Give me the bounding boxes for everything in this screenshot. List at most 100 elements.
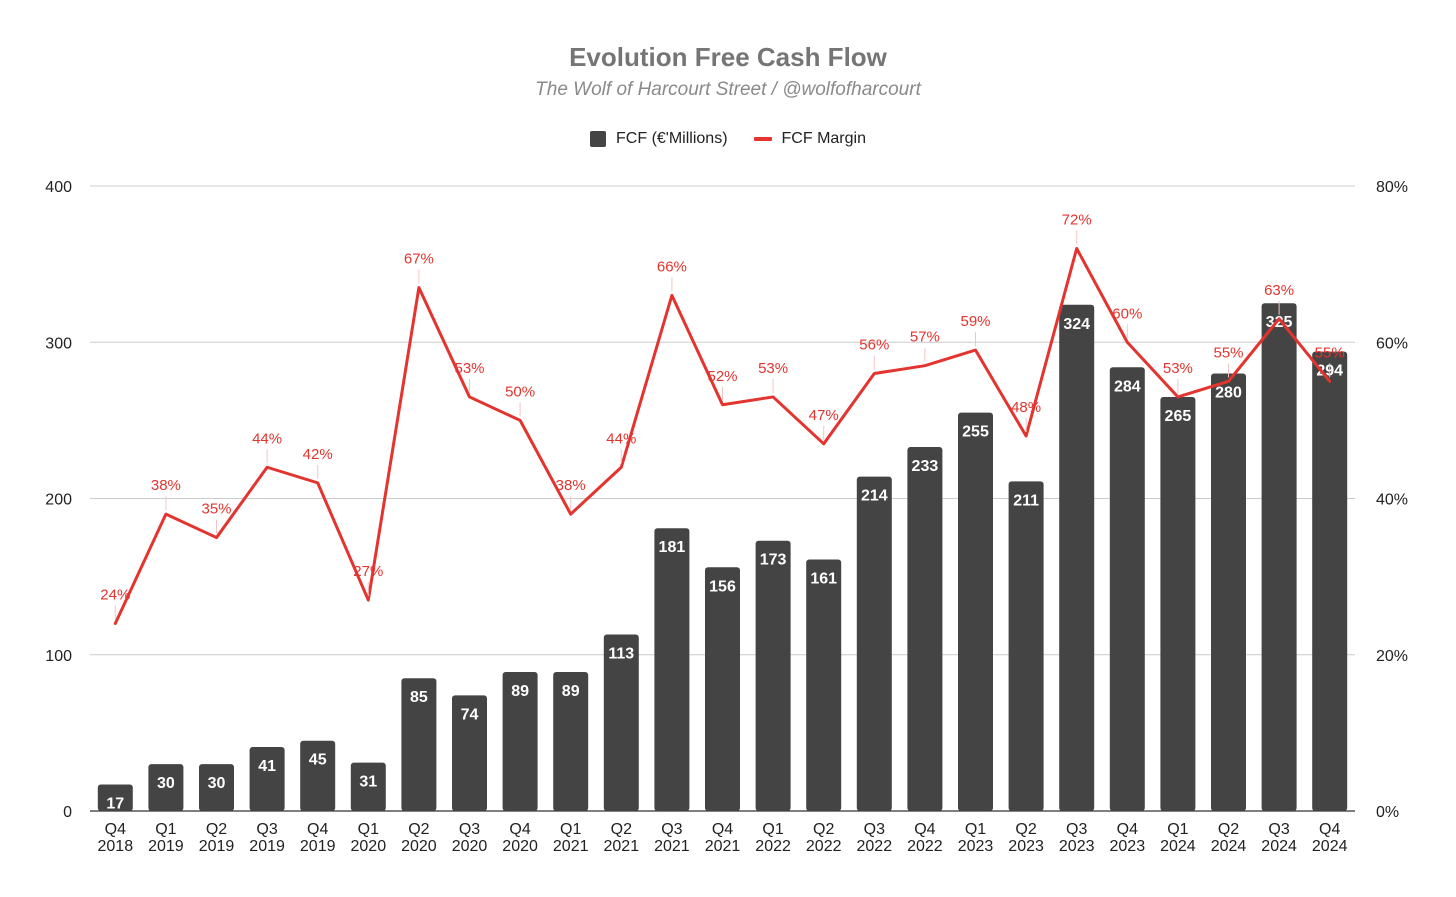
fcf-bar-value-label: 85 <box>410 689 428 706</box>
x-axis-tick-label-year: 2019 <box>148 838 184 855</box>
fcf-margin-data-label: 44% <box>606 430 636 447</box>
legend-swatch-fcf <box>590 131 607 147</box>
fcf-margin-data-label: 38% <box>556 477 586 494</box>
fcf-margin-data-label: 42% <box>303 446 333 463</box>
fcf-bar <box>199 764 234 811</box>
x-axis-tick-label-year: 2023 <box>958 838 994 855</box>
legend-item-margin: FCF Margin <box>753 130 866 148</box>
fcf-margin-line <box>113 247 1332 625</box>
fcf-bar <box>1211 373 1246 811</box>
legend-label-margin: FCF Margin <box>781 130 866 147</box>
x-axis-tick-label-year: 2023 <box>1110 838 1146 855</box>
x-axis-tick-label-quarter: Q1 <box>358 821 379 838</box>
x-axis-tick-label-quarter: Q4 <box>1319 821 1340 838</box>
fcf-bar <box>1059 304 1095 811</box>
fcf-margin-data-label: 38% <box>151 477 181 494</box>
fcf-margin-data-label: 48% <box>1011 399 1041 416</box>
x-axis-tick-label-year: 2019 <box>249 838 285 855</box>
x-axis-tick-label-quarter: Q4 <box>1117 821 1138 838</box>
fcf-bar-value-label: 74 <box>461 706 479 723</box>
x-axis-tick-label-quarter: Q4 <box>307 821 328 838</box>
fcf-bar <box>856 476 892 811</box>
legend: FCF (€'Millions) FCF Margin <box>0 130 1456 148</box>
left-axis-tick-label: 100 <box>45 648 72 665</box>
fcf-bar <box>603 634 639 811</box>
fcf-bar-value-label: 265 <box>1165 408 1192 425</box>
fcf-bar-value-label: 233 <box>912 458 939 475</box>
fcf-bar-value-label: 173 <box>760 552 787 569</box>
fcf-margin-data-label: 57% <box>910 329 940 346</box>
fcf-bar-value-label: 31 <box>359 774 377 791</box>
fcf-bar-value-label: 45 <box>309 752 327 769</box>
x-axis-tick-label-year: 2022 <box>857 838 893 855</box>
x-axis-tick-label-year: 2018 <box>98 838 134 855</box>
chart-title: Evolution Free Cash Flow <box>569 42 887 72</box>
x-axis-tick-label-year: 2022 <box>755 838 791 855</box>
fcf-bar <box>907 446 943 811</box>
fcf-bar <box>1008 481 1044 811</box>
x-axis-tick-label-year: 2024 <box>1312 838 1348 855</box>
fcf-margin-data-label: 60% <box>1112 305 1142 322</box>
x-axis-tick-label-quarter: Q3 <box>459 821 480 838</box>
fcf-bar <box>502 671 538 811</box>
left-axis-tick-label: 200 <box>45 492 72 509</box>
left-axis-tick-label: 0 <box>63 804 72 821</box>
x-axis-tick-label-year: 2022 <box>907 838 943 855</box>
x-axis-tick-label-quarter: Q3 <box>1066 821 1087 838</box>
right-axis-tick-label: 0% <box>1376 804 1399 821</box>
x-axis-tick-label-year: 2021 <box>654 838 690 855</box>
fcf-bar <box>249 746 285 811</box>
fcf-bar <box>654 528 690 811</box>
x-axis-tick-label-quarter: Q2 <box>206 821 227 838</box>
right-axis-tick-label: 40% <box>1376 492 1408 509</box>
fcf-bar-value-label: 89 <box>562 683 580 700</box>
legend-swatch-margin <box>753 137 772 141</box>
fcf-margin-data-label: 67% <box>404 251 434 268</box>
fcf-bar-value-label: 30 <box>208 775 226 792</box>
fcf-bar <box>705 567 740 811</box>
fcf-bar-value-label: 41 <box>258 758 276 775</box>
fcf-bar-value-label: 255 <box>962 424 989 441</box>
fcf-bar-value-label: 211 <box>1013 492 1039 509</box>
fcf-margin-data-label: 44% <box>252 430 282 447</box>
right-axis-tick-label: 80% <box>1376 179 1408 196</box>
fcf-margin-data-label: 53% <box>454 360 484 377</box>
fcf-margin-data-label: 55% <box>1315 344 1345 361</box>
fcf-bar-value-label: 161 <box>810 570 837 587</box>
fcf-margin-data-label: 55% <box>1213 344 1243 361</box>
fcf-margin-data-label: 50% <box>505 383 535 400</box>
fcf-bar-value-label: 284 <box>1114 378 1141 395</box>
x-axis-tick-label-quarter: Q3 <box>256 821 277 838</box>
x-axis-tick-label-year: 2022 <box>806 838 842 855</box>
fcf-margin-data-label: 56% <box>859 337 889 354</box>
fcf-bar <box>755 540 791 811</box>
x-axis-tick-label-quarter: Q2 <box>1218 821 1239 838</box>
fcf-margin-data-label: 63% <box>1264 282 1294 299</box>
x-axis-tick-label-year: 2024 <box>1211 838 1247 855</box>
fcf-bar-value-label: 113 <box>608 645 634 662</box>
fcf-bar <box>148 764 184 811</box>
x-axis-tick-label-quarter: Q3 <box>1268 821 1289 838</box>
x-axis-tick-label-quarter: Q2 <box>813 821 834 838</box>
fcf-margin-data-label: 66% <box>657 258 687 275</box>
x-axis-tick-label-year: 2021 <box>705 838 741 855</box>
fcf-bar-value-label: 214 <box>861 488 888 505</box>
x-axis-tick-label-quarter: Q4 <box>105 821 126 838</box>
fcf-margin-data-label: 27% <box>353 563 383 580</box>
x-axis-tick-label-year: 2021 <box>604 838 640 855</box>
x-axis-tick-label-quarter: Q1 <box>1167 821 1188 838</box>
fcf-margin-data-label: 53% <box>1163 360 1193 377</box>
fcf-bar-value-label: 89 <box>511 683 529 700</box>
fcf-bar-value-label: 324 <box>1063 316 1090 333</box>
x-axis-tick-label-quarter: Q4 <box>509 821 530 838</box>
x-axis-tick-label-quarter: Q1 <box>762 821 783 838</box>
fcf-margin-data-label: 24% <box>100 587 130 604</box>
x-axis-tick-label-quarter: Q4 <box>712 821 733 838</box>
x-axis-tick-label-quarter: Q2 <box>408 821 429 838</box>
x-axis-tick-label-year: 2024 <box>1160 838 1196 855</box>
x-axis-tick-label-year: 2023 <box>1059 838 1095 855</box>
fcf-bar <box>452 695 487 811</box>
x-axis-tick-label-quarter: Q2 <box>611 821 632 838</box>
left-axis-tick-label: 300 <box>45 335 72 352</box>
